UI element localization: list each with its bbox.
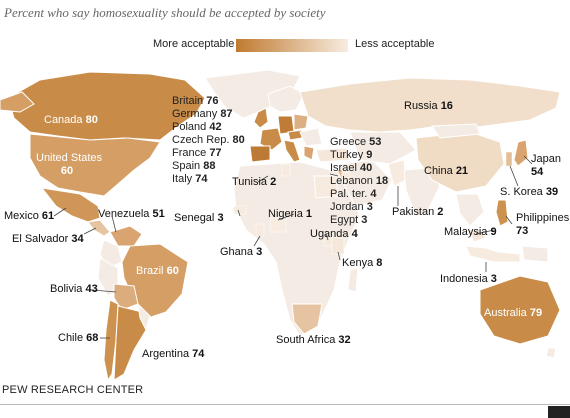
country-tunisia — [281, 163, 291, 177]
label-uganda: Uganda 4 — [310, 228, 358, 240]
country-japan — [513, 139, 529, 167]
country-brazil — [121, 243, 189, 319]
country-russia — [299, 77, 561, 133]
country-france — [259, 127, 283, 151]
country-jordan — [341, 171, 351, 183]
label-philippines: Philippines 73 — [516, 212, 570, 237]
label-senegal: Senegal 3 — [174, 212, 224, 224]
label-el-salvador: El Salvador 34 — [12, 233, 84, 245]
country-el-salvador — [87, 219, 111, 237]
label-chile: Chile 68 — [58, 332, 99, 344]
label-argentina: Argentina 74 — [142, 348, 205, 360]
label-kenya: Kenya 8 — [342, 257, 383, 269]
country-s-korea — [505, 151, 513, 167]
label-pakistan: Pakistan 2 — [392, 206, 444, 218]
country-czech-rep — [287, 129, 303, 141]
label-japan: Japan 54 — [531, 153, 561, 178]
label-russia: Russia 16 — [404, 100, 453, 112]
label-turkey: Turkey 9 — [330, 149, 373, 161]
country-greece — [303, 145, 315, 161]
country-indonesia — [465, 245, 521, 263]
label-italy: Italy 74 — [172, 173, 208, 185]
country-china — [415, 131, 505, 193]
country-ghana — [255, 223, 265, 237]
label-israel: Israel 40 — [330, 162, 373, 174]
label-germany: Germany 87 — [172, 108, 233, 120]
europe-label-block: Britain 76 Germany 87 Poland 42 Czech Re… — [172, 95, 245, 186]
country-philippines — [495, 199, 509, 227]
country-bolivia — [113, 283, 139, 311]
label-s-korea: S. Korea 39 — [500, 186, 559, 198]
country-south-africa — [291, 303, 323, 335]
country-venezuela — [109, 225, 143, 247]
label-malaysia: Malaysia 9 — [444, 226, 497, 238]
country-egypt — [313, 175, 339, 199]
country-mexico — [40, 187, 101, 223]
country-australia — [479, 275, 561, 345]
label-indonesia: Indonesia 3 — [440, 273, 497, 285]
legend-less-label: Less acceptable — [355, 38, 435, 50]
country-kenya — [331, 237, 345, 255]
middle-east-label-block: Greece 53 Turkey 9 Israel 40 Lebanon 18 … — [330, 136, 388, 227]
label-bolivia: Bolivia 43 — [50, 283, 98, 295]
country-turkey — [315, 147, 351, 163]
label-nigeria: Nigeria 1 — [268, 208, 313, 220]
corner-block — [548, 406, 570, 418]
label-britain: Britain 76 — [172, 95, 219, 107]
country-canada — [7, 71, 206, 141]
label-venezuela: Venezuela 51 — [98, 208, 165, 220]
label-canada: Canada 80 — [44, 114, 98, 126]
label-france: France 77 — [172, 147, 222, 159]
label-brazil: Brazil 60 — [136, 265, 179, 277]
label-united-states: United States 60 — [36, 152, 103, 177]
country-poland — [293, 113, 309, 131]
label-czech-rep: Czech Rep. 80 — [172, 134, 245, 146]
source-credit: PEW RESEARCH CENTER — [2, 384, 144, 396]
label-china: China 21 — [424, 165, 469, 177]
label-australia: Australia 79 — [484, 307, 543, 319]
legend-more-label: More acceptable — [153, 38, 235, 50]
label-jordan: Jordan 3 — [330, 201, 373, 213]
label-ghana: Ghana 3 — [220, 246, 263, 258]
footer-rule — [0, 404, 570, 405]
label-lebanon: Lebanon 18 — [330, 175, 389, 187]
label-tunisia: Tunisia 2 — [232, 176, 277, 188]
country-spain — [249, 145, 271, 163]
country-nigeria — [269, 217, 287, 233]
label-spain: Spain 88 — [172, 160, 216, 172]
land-greenland — [204, 69, 301, 119]
map-title: Percent who say homosexuality should be … — [4, 5, 326, 20]
label-egypt: Egypt 3 — [330, 214, 368, 226]
legend-gradient — [236, 39, 348, 52]
label-poland: Poland 42 — [172, 121, 222, 133]
country-italy — [283, 139, 301, 163]
label-greece: Greece 53 — [330, 136, 382, 148]
country-united-states — [29, 133, 161, 197]
label-pal-ter: Pal. ter. 4 — [330, 188, 377, 200]
label-mexico: Mexico 61 — [4, 210, 55, 222]
country-senegal — [233, 205, 247, 215]
country-britain — [253, 107, 269, 129]
label-south-africa: South Africa 32 — [276, 334, 351, 346]
